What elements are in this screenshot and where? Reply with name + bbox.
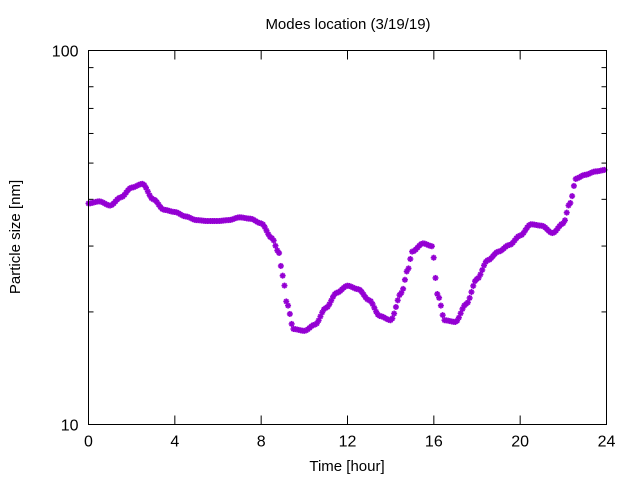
y-axis-label: Particle size [nm] (7, 180, 24, 294)
x-tick-label: 24 (598, 434, 616, 451)
x-tick-label: 8 (257, 434, 266, 451)
data-point (270, 237, 277, 244)
x-tick-label: 4 (170, 434, 179, 451)
data-point (276, 250, 283, 257)
data-point (391, 310, 398, 317)
data-point (389, 315, 396, 322)
data-point (279, 272, 286, 279)
data-point (477, 271, 484, 278)
data-point (401, 276, 408, 283)
data-point (464, 299, 471, 306)
data-point (569, 193, 576, 200)
data-point (285, 302, 292, 309)
chart-title: Modes location (3/19/19) (265, 16, 430, 33)
data-point (563, 209, 570, 216)
data-point (430, 254, 437, 261)
data-point (437, 302, 444, 309)
x-axis-label: Time [hour] (309, 458, 384, 475)
data-point (468, 289, 475, 296)
data-point (286, 310, 293, 317)
x-tick-label: 16 (425, 434, 443, 451)
x-tick-label: 0 (84, 434, 93, 451)
tick-labels: 0 4 8 12 16 20 24 10 100 (52, 44, 616, 451)
data-point (394, 297, 401, 304)
data-point (428, 243, 435, 250)
y-tick-label: 100 (52, 44, 79, 61)
data-point (475, 274, 482, 281)
data-point (470, 282, 477, 289)
data-point (277, 262, 284, 269)
data-point (432, 274, 439, 281)
data-point (405, 265, 412, 272)
data-point (272, 242, 279, 249)
data-point (561, 217, 568, 224)
data-points (85, 166, 608, 334)
plot-frame (88, 50, 607, 425)
x-tick-label: 12 (339, 434, 357, 451)
data-point (400, 285, 407, 292)
x-tick-label: 20 (511, 434, 529, 451)
data-point (570, 182, 577, 189)
data-point (281, 282, 288, 289)
data-point (436, 294, 443, 301)
data-point (392, 303, 399, 310)
y-tick-label: 10 (61, 418, 79, 435)
data-point (567, 199, 574, 206)
data-point (601, 166, 608, 173)
data-point (369, 301, 376, 308)
axis-ticks (88, 50, 607, 425)
data-point (439, 312, 446, 319)
data-point (288, 320, 295, 327)
data-point (479, 266, 486, 273)
data-point (407, 256, 414, 263)
data-point (466, 294, 473, 301)
